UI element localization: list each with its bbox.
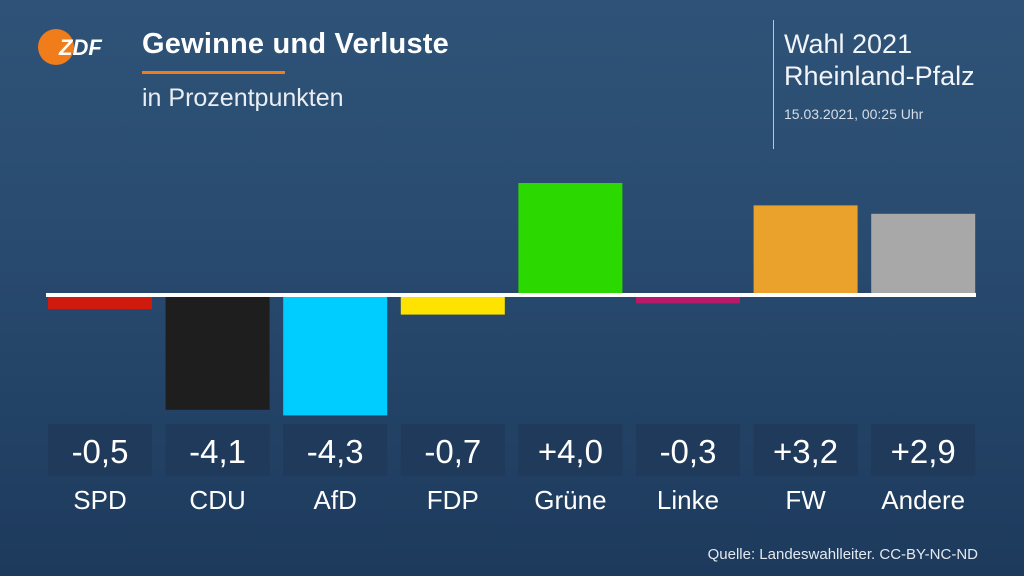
category-label-afd: AfD (314, 485, 357, 515)
zdf-logo-circle (38, 29, 74, 65)
election-region: Rheinland-Pfalz (784, 61, 975, 91)
chart-title: Gewinne und Verluste (142, 28, 449, 60)
category-label-andere: Andere (881, 485, 965, 515)
value-label-cdu: -4,1 (189, 433, 246, 470)
value-label-linke: -0,3 (660, 433, 717, 470)
bar-grüne (518, 183, 623, 295)
zero-line (46, 293, 976, 297)
bar-spd (48, 295, 152, 309)
zdf-logo-text: ZDF (58, 35, 102, 60)
category-label-linke: Linke (657, 485, 719, 515)
value-label-fdp: -0,7 (424, 433, 481, 470)
category-label-cdu: CDU (189, 485, 245, 515)
election-info: Wahl 2021 Rheinland-Pfalz (784, 28, 975, 92)
value-box-cdu (165, 424, 270, 476)
bar-fdp (400, 295, 505, 315)
bar-andere (871, 213, 976, 295)
bar-fw (753, 205, 858, 295)
value-label-afd: -4,3 (307, 433, 364, 470)
chart-subtitle: in Prozentpunkten (142, 84, 344, 112)
bar-linke (636, 295, 740, 304)
value-box-afd (283, 424, 388, 476)
source-note: Quelle: Landeswahlleiter. CC-BY-NC-ND (707, 546, 978, 563)
category-label-fw: FW (785, 485, 826, 515)
value-box-fdp (400, 424, 505, 476)
header-separator (773, 20, 774, 149)
bar-cdu (165, 295, 270, 410)
value-box-spd (48, 424, 152, 476)
value-label-andere: +2,9 (891, 433, 956, 470)
title-underline (142, 71, 285, 74)
category-label-spd: SPD (73, 485, 126, 515)
value-box-linke (636, 424, 740, 476)
value-box-andere (871, 424, 976, 476)
category-label-fdp: FDP (427, 485, 479, 515)
bar-afd (283, 295, 388, 416)
value-box-grüne (518, 424, 623, 476)
value-box-fw (753, 424, 858, 476)
value-label-grüne: +4,0 (538, 433, 603, 470)
election-year: Wahl 2021 (784, 29, 913, 59)
value-label-fw: +3,2 (773, 433, 838, 470)
zdf-logo: ZDF (38, 29, 102, 65)
category-label-grüne: Grüne (534, 485, 606, 515)
timestamp: 15.03.2021, 00:25 Uhr (784, 106, 924, 122)
value-label-spd: -0,5 (72, 433, 129, 470)
